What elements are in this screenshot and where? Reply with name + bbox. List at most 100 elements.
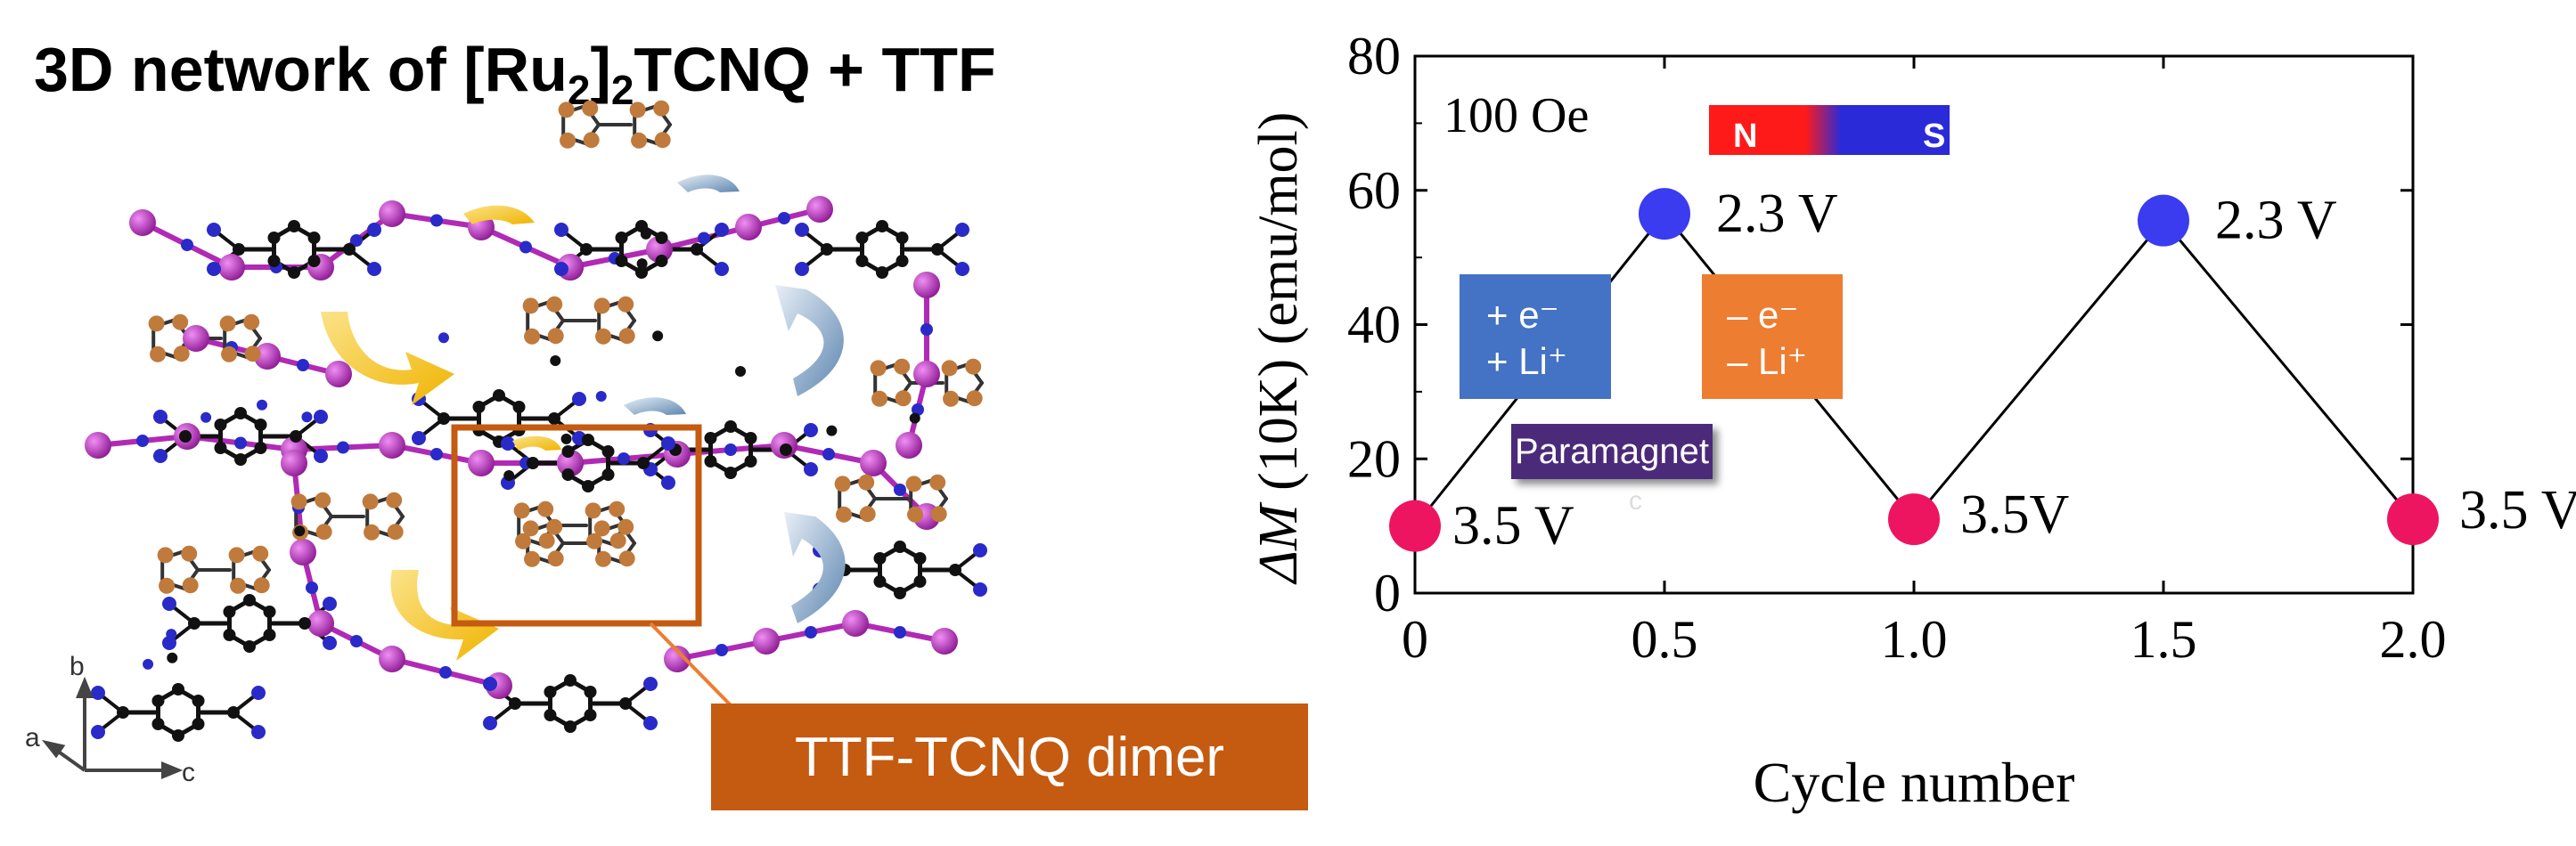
atom bbox=[544, 686, 557, 698]
data-point-label: 2.3 V bbox=[1716, 183, 1838, 244]
atom bbox=[593, 297, 610, 314]
axis-label-a: a bbox=[25, 723, 40, 752]
atom bbox=[234, 436, 247, 450]
atom bbox=[412, 431, 426, 445]
atom bbox=[744, 432, 757, 444]
oxidation-line2: – Li⁺ bbox=[1727, 340, 1807, 382]
atom bbox=[661, 476, 675, 490]
atom bbox=[558, 102, 575, 118]
oxidation-line1: – e⁻ bbox=[1727, 294, 1799, 336]
atom bbox=[501, 436, 515, 451]
atom bbox=[263, 629, 276, 641]
atom bbox=[582, 100, 599, 117]
atom bbox=[350, 635, 363, 647]
axis-label-b: b bbox=[70, 652, 85, 681]
atom bbox=[547, 550, 564, 567]
atom bbox=[243, 594, 256, 606]
atom bbox=[179, 430, 192, 443]
atom bbox=[438, 412, 450, 425]
atom bbox=[200, 411, 212, 423]
atom bbox=[548, 412, 560, 425]
atom bbox=[323, 597, 337, 611]
atom bbox=[691, 243, 703, 256]
y-axis-label: ΔM (10K) (emu/mol) bbox=[1248, 112, 1309, 586]
atom bbox=[876, 266, 888, 279]
atom bbox=[561, 445, 575, 458]
atom bbox=[221, 346, 238, 362]
atom bbox=[151, 695, 165, 707]
atom bbox=[512, 401, 526, 413]
atom bbox=[207, 223, 221, 237]
atom bbox=[619, 697, 632, 710]
atom bbox=[547, 328, 564, 345]
atom bbox=[298, 617, 311, 630]
atom bbox=[871, 390, 888, 407]
data-point-label: 2.3 V bbox=[2215, 191, 2337, 251]
molecular-network bbox=[85, 100, 987, 742]
y-tick-label: 0 bbox=[1374, 564, 1401, 622]
reduction-line2: + Li⁺ bbox=[1486, 340, 1567, 382]
atom bbox=[913, 361, 940, 387]
atom bbox=[860, 450, 887, 476]
atom bbox=[524, 550, 541, 567]
atom bbox=[955, 262, 969, 276]
atom bbox=[949, 564, 961, 576]
atom bbox=[744, 455, 757, 468]
atom bbox=[219, 315, 236, 332]
atom bbox=[554, 223, 568, 237]
atom bbox=[143, 658, 154, 670]
x-tick-label: 0 bbox=[1402, 610, 1428, 669]
atom bbox=[234, 407, 247, 419]
atom bbox=[941, 360, 958, 377]
atom bbox=[162, 597, 176, 611]
atom bbox=[522, 520, 539, 537]
atom bbox=[244, 346, 261, 362]
atom bbox=[307, 610, 334, 637]
crystal-axes bbox=[41, 676, 184, 779]
atom bbox=[162, 636, 176, 650]
atom bbox=[192, 695, 205, 707]
atom bbox=[294, 525, 306, 537]
atom bbox=[207, 262, 221, 276]
atom bbox=[601, 445, 615, 458]
atom bbox=[230, 577, 247, 594]
atom bbox=[306, 582, 318, 594]
atom bbox=[894, 541, 906, 553]
x-axis-label: Cycle number bbox=[1754, 751, 2075, 814]
atom bbox=[795, 223, 809, 237]
atom bbox=[585, 502, 601, 519]
atom bbox=[472, 401, 486, 413]
atom bbox=[188, 617, 200, 630]
atom bbox=[522, 297, 539, 314]
atom bbox=[136, 435, 149, 447]
atom bbox=[804, 462, 818, 476]
atom bbox=[223, 629, 236, 641]
atom bbox=[234, 453, 247, 466]
y-tick-label: 40 bbox=[1347, 296, 1401, 354]
atom bbox=[913, 552, 927, 565]
atom bbox=[323, 636, 337, 650]
atom bbox=[367, 223, 381, 237]
atom bbox=[91, 686, 105, 700]
atom bbox=[617, 518, 634, 535]
stray-axis-label: c bbox=[1629, 486, 1642, 516]
atom bbox=[595, 328, 612, 345]
atom bbox=[655, 232, 668, 244]
paramagnet-label: Paramagnet bbox=[1511, 424, 1713, 479]
atom bbox=[148, 315, 165, 332]
figure-title: 3D network of [Ru2]2TCNQ + TTF bbox=[34, 35, 996, 113]
atom bbox=[873, 575, 887, 588]
atom bbox=[584, 709, 597, 721]
atom bbox=[159, 577, 176, 594]
atom bbox=[646, 236, 673, 263]
rotation-arrow-icon bbox=[512, 435, 561, 451]
atom bbox=[254, 442, 267, 454]
atom bbox=[724, 467, 737, 479]
atom bbox=[973, 543, 987, 557]
atom bbox=[931, 243, 944, 256]
atom bbox=[538, 533, 555, 549]
atom bbox=[629, 102, 646, 118]
atom bbox=[290, 430, 302, 443]
atom bbox=[263, 606, 276, 618]
rotation-arrow-icon bbox=[784, 512, 846, 623]
